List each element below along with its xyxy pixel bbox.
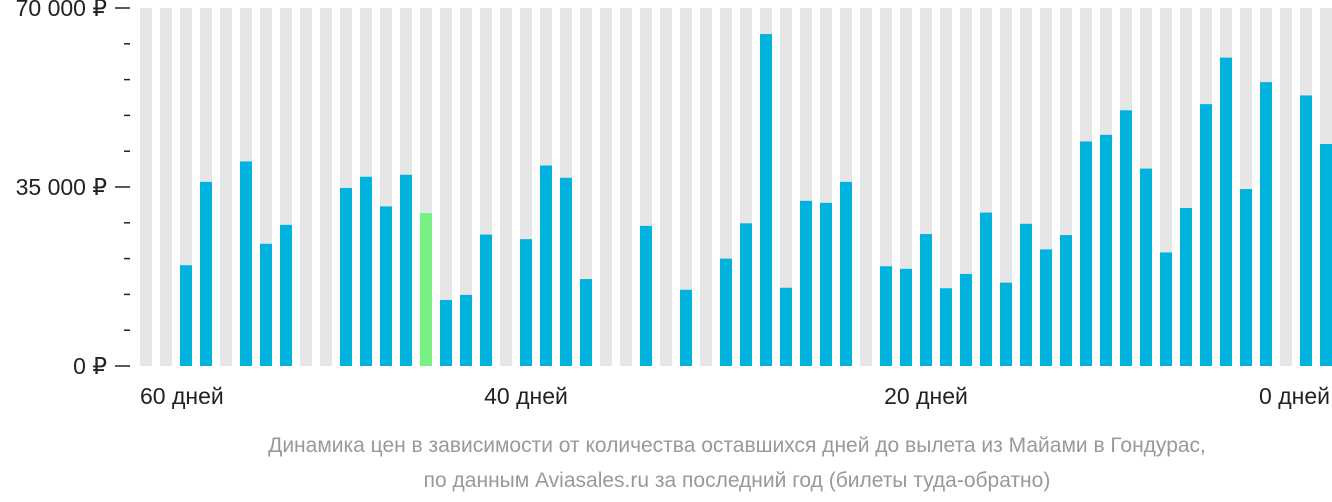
x-tick-label: 60 дней — [140, 383, 224, 409]
price-bar — [480, 234, 492, 366]
price-bar — [1220, 57, 1232, 366]
column-background — [500, 8, 512, 366]
price-bar-cheapest — [420, 213, 432, 366]
price-bar — [340, 188, 352, 366]
price-bar — [240, 161, 252, 366]
column-background — [1280, 8, 1292, 366]
price-bar — [680, 289, 692, 366]
price-bar — [580, 279, 592, 366]
price-bar — [400, 174, 412, 366]
price-bar — [1320, 144, 1332, 366]
price-bar — [740, 223, 752, 366]
price-bar — [920, 234, 932, 366]
column-background — [620, 8, 632, 366]
x-tick-label: 40 дней — [484, 383, 568, 409]
price-bar — [640, 225, 652, 366]
column-background — [300, 8, 312, 366]
column-background — [440, 8, 452, 366]
price-bar — [560, 177, 572, 366]
price-bar — [840, 181, 852, 366]
price-bar — [980, 212, 992, 366]
column-background — [1000, 8, 1012, 366]
price-bar — [800, 200, 812, 366]
price-bar — [1100, 134, 1112, 366]
price-bar — [440, 300, 452, 366]
column-background — [680, 8, 692, 366]
chart-caption-line-2: по данным Aviasales.ru за последний год … — [423, 469, 1051, 492]
column-background — [220, 8, 232, 366]
price-bar — [1140, 168, 1152, 366]
y-tick-label: 0 ₽ — [73, 353, 107, 379]
price-bar — [960, 273, 972, 366]
price-bar — [880, 266, 892, 366]
price-bar — [1000, 282, 1012, 366]
price-bar — [520, 239, 532, 366]
price-bar — [1200, 104, 1212, 367]
price-bar — [1120, 110, 1132, 367]
price-bar — [1180, 207, 1192, 366]
price-bar — [260, 243, 272, 366]
chart-caption-line-1: Динамика цен в зависимости от количества… — [268, 434, 1206, 457]
price-bar — [1060, 235, 1072, 366]
column-background — [600, 8, 612, 366]
price-bar — [940, 288, 952, 366]
price-bar — [1240, 189, 1252, 366]
price-bar — [280, 224, 292, 366]
price-bar — [1080, 141, 1092, 366]
price-bar — [820, 202, 832, 366]
price-bar — [900, 268, 912, 366]
column-background — [860, 8, 872, 366]
x-tick-label: 20 дней — [884, 383, 968, 409]
x-tick-label: 0 дней — [1259, 383, 1330, 409]
y-tick-label: 35 000 ₽ — [16, 174, 107, 200]
price-bar — [760, 34, 772, 366]
price-bar — [460, 294, 472, 366]
column-background — [580, 8, 592, 366]
price-bar — [380, 206, 392, 366]
column-background — [160, 8, 172, 366]
price-bar — [1300, 95, 1312, 366]
column-background — [460, 8, 472, 366]
price-bar — [1260, 82, 1272, 367]
column-background — [940, 8, 952, 366]
price-bar — [720, 258, 732, 366]
price-bar — [1160, 252, 1172, 366]
column-background — [140, 8, 152, 366]
column-background — [700, 8, 712, 366]
price-bar — [780, 287, 792, 366]
price-dynamics-chart: 0 ₽ 35 000 ₽ 70 000 ₽ 60 дней 40 дней 20 дней… — [16, 0, 1332, 409]
price-bar — [1040, 249, 1052, 366]
price-bar — [540, 165, 552, 366]
column-background — [780, 8, 792, 366]
column-background — [660, 8, 672, 366]
price-bar — [1020, 223, 1032, 366]
price-bar — [200, 181, 212, 366]
price-bar — [180, 265, 192, 366]
price-bar — [360, 176, 372, 366]
column-background — [320, 8, 332, 366]
y-tick-label: 70 000 ₽ — [16, 0, 107, 21]
